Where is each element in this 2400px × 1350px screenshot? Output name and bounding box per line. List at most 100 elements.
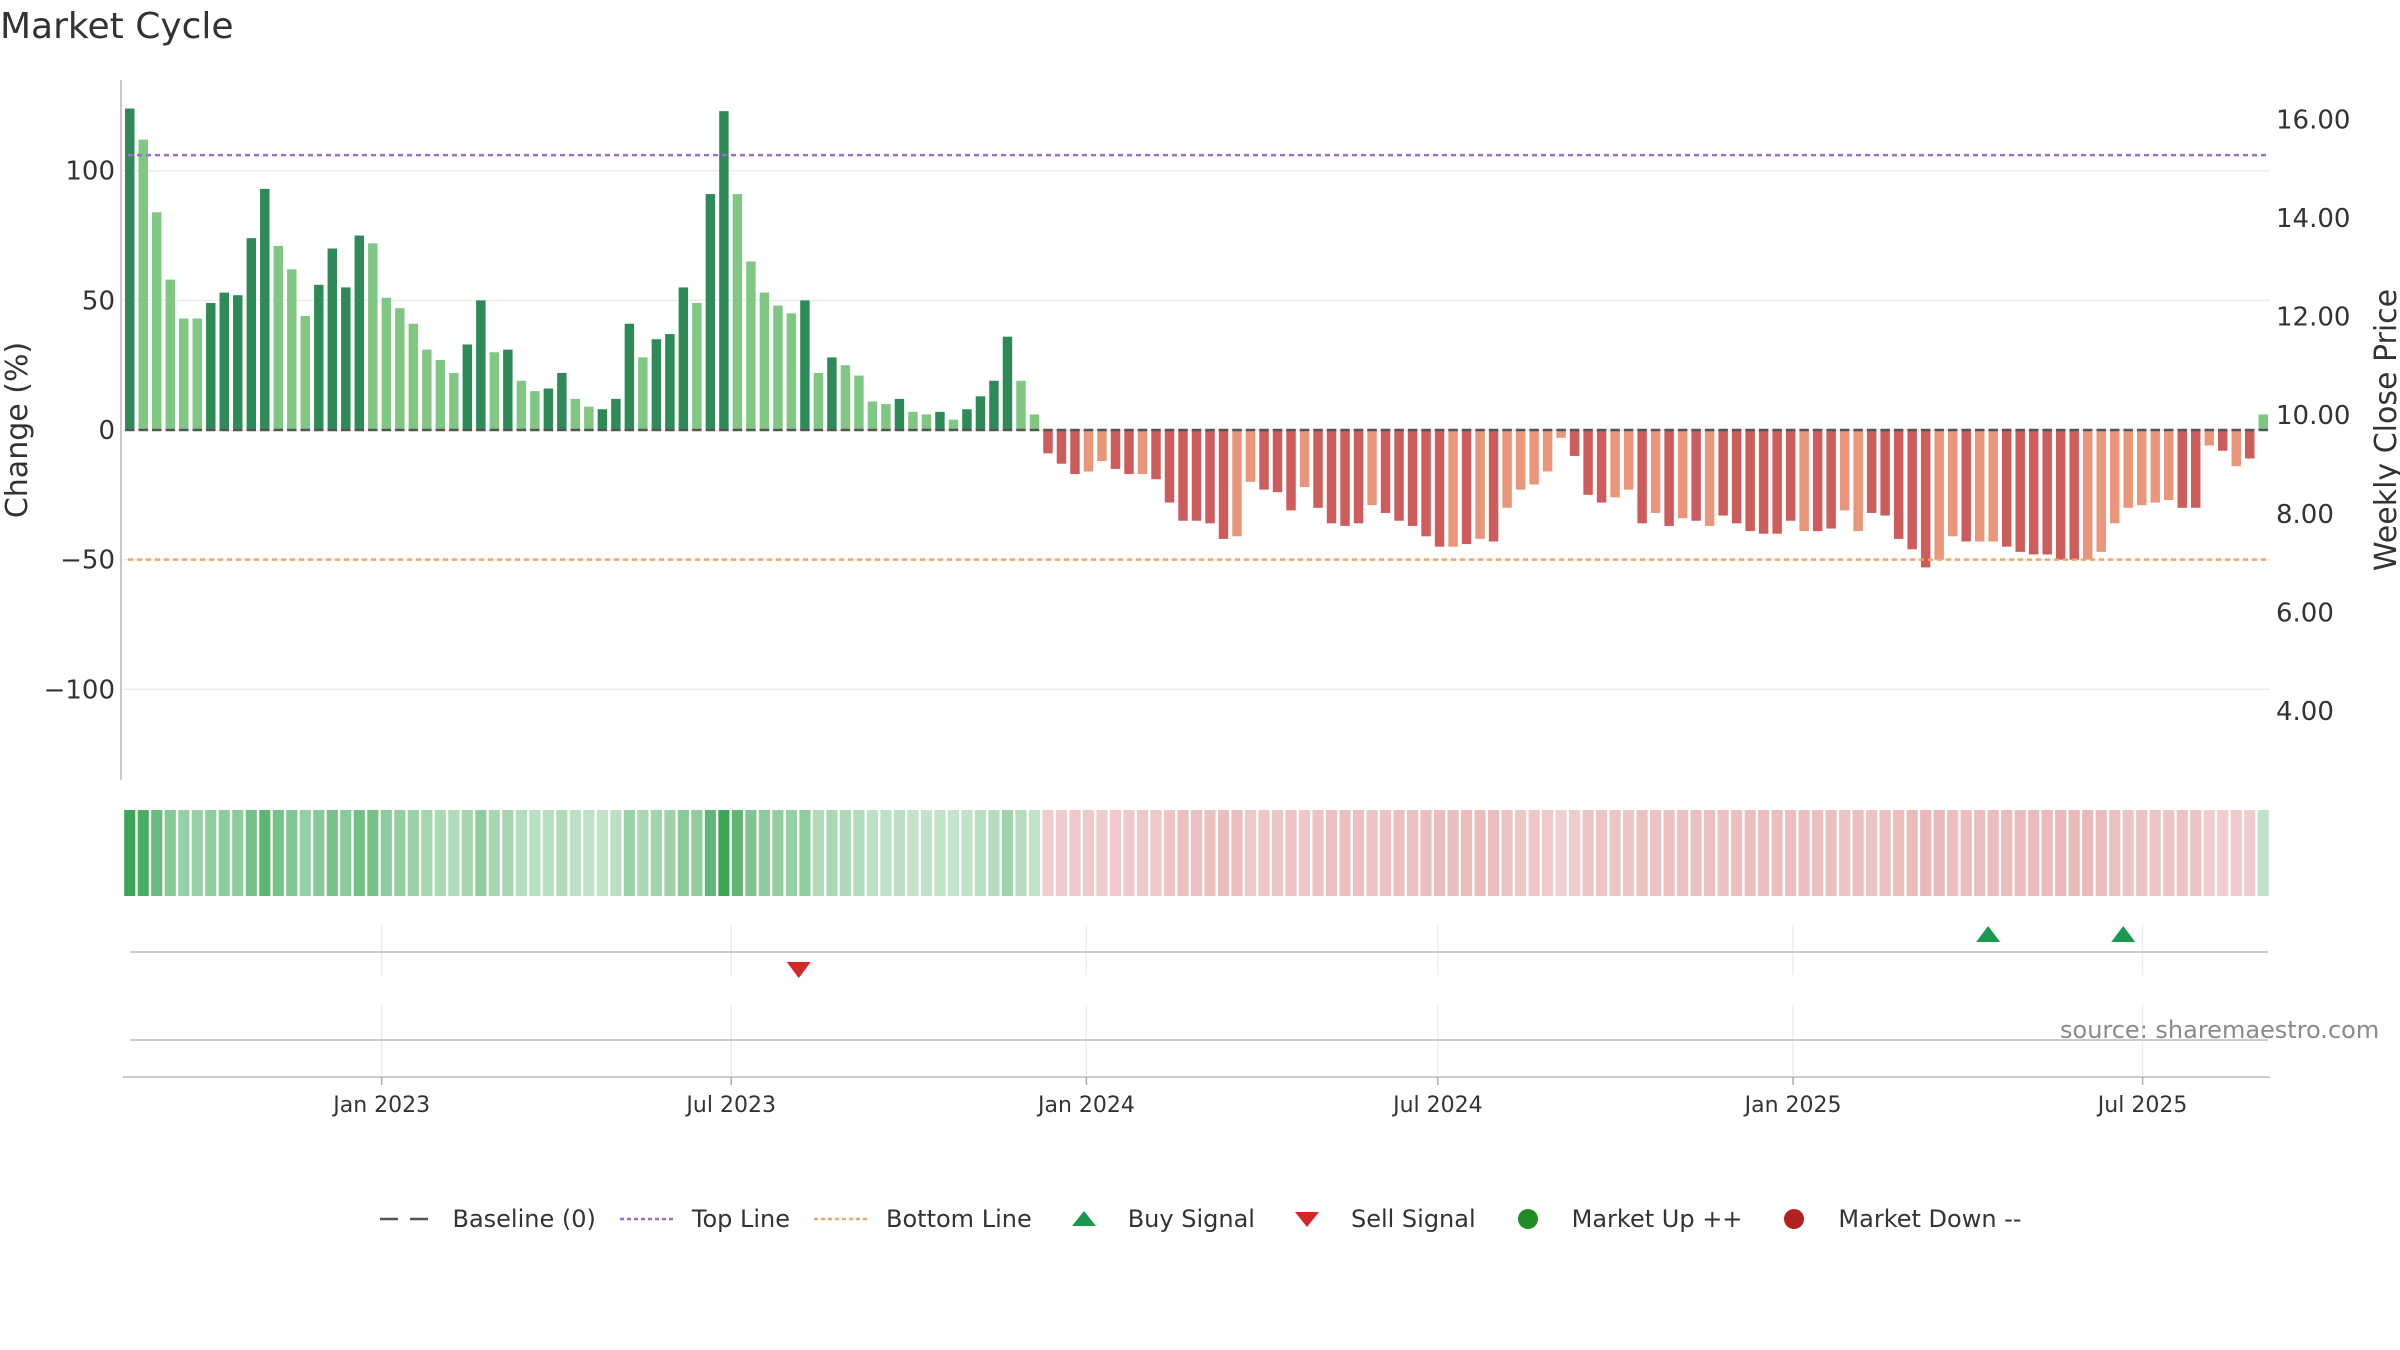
dotted-line-icon bbox=[619, 1217, 676, 1221]
heat-cell bbox=[961, 810, 973, 896]
change-bar bbox=[786, 313, 797, 430]
change-bar bbox=[1313, 430, 1323, 508]
change-bar bbox=[543, 388, 554, 430]
change-bar bbox=[1785, 430, 1796, 521]
change-bar bbox=[1947, 430, 1958, 537]
heat-cell bbox=[691, 810, 703, 896]
change-bar bbox=[2218, 430, 2228, 451]
heat-cell bbox=[1190, 810, 1203, 896]
change-bar bbox=[462, 344, 473, 430]
change-bar bbox=[1920, 430, 1931, 568]
dotted-line-icon bbox=[814, 1217, 871, 1221]
change-bar bbox=[962, 409, 972, 430]
heat-cell bbox=[2055, 810, 2067, 896]
heat-cell bbox=[1082, 810, 1095, 896]
heat-cell bbox=[1623, 810, 1635, 896]
heat-cell bbox=[2001, 810, 2013, 896]
change-bar bbox=[1596, 430, 1607, 503]
change-bar bbox=[1353, 430, 1364, 524]
change-bar bbox=[354, 235, 365, 430]
heat-cell bbox=[1298, 810, 1311, 896]
change-bar bbox=[1974, 430, 1985, 542]
change-bar bbox=[1016, 380, 1026, 430]
change-bar bbox=[1151, 430, 1161, 480]
heat-cell bbox=[1717, 810, 1729, 896]
change-bar bbox=[1043, 430, 1053, 454]
change-bar bbox=[773, 305, 783, 430]
change-bar bbox=[800, 300, 810, 430]
change-bar bbox=[1299, 430, 1310, 488]
change-bar bbox=[2123, 430, 2133, 508]
change-bar bbox=[1542, 430, 1553, 472]
change-bar bbox=[489, 352, 500, 430]
heat-cell bbox=[340, 810, 352, 896]
heat-cell bbox=[853, 810, 865, 896]
change-bar bbox=[1502, 430, 1512, 508]
heat-cell bbox=[1704, 810, 1716, 896]
change-bar bbox=[341, 287, 351, 430]
change-bars bbox=[125, 108, 2268, 568]
y2-tick-label: 10.00 bbox=[2276, 401, 2350, 431]
change-bar bbox=[2028, 430, 2039, 555]
heat-cell bbox=[326, 810, 338, 896]
change-bar bbox=[584, 406, 594, 430]
heat-cell bbox=[2068, 810, 2080, 896]
change-bar bbox=[327, 248, 338, 430]
change-bar bbox=[1259, 430, 1269, 490]
change-bar bbox=[1340, 430, 1350, 526]
change-bar bbox=[1866, 430, 1877, 513]
heat-cell bbox=[151, 810, 163, 896]
heat-cell bbox=[1528, 810, 1540, 896]
change-bar bbox=[1758, 430, 1769, 534]
heat-cell bbox=[974, 810, 987, 896]
change-bar bbox=[894, 398, 905, 430]
y-tick-label: 0 bbox=[98, 416, 115, 446]
y2-axis-title: Weekly Close Price bbox=[2369, 289, 2400, 571]
heat-cell bbox=[1609, 810, 1621, 896]
heat-cell bbox=[1123, 810, 1135, 896]
x-tick-label: Jul 2023 bbox=[684, 1093, 776, 1118]
legend-label: Baseline (0) bbox=[452, 1205, 596, 1233]
heat-cell bbox=[245, 810, 257, 896]
change-bar bbox=[1826, 430, 1836, 529]
change-bar bbox=[1083, 430, 1094, 472]
y-tick-label: 50 bbox=[82, 286, 115, 316]
heat-cell bbox=[907, 810, 919, 896]
change-bar bbox=[921, 414, 932, 430]
change-bar bbox=[1731, 430, 1742, 524]
heat-cell bbox=[2082, 810, 2094, 896]
dash-line-icon bbox=[380, 1217, 437, 1221]
heat-cell bbox=[556, 810, 568, 896]
heat-cell bbox=[1569, 810, 1581, 896]
heat-cell bbox=[1461, 810, 1473, 896]
change-bar bbox=[2231, 430, 2241, 467]
change-bar bbox=[1326, 430, 1337, 524]
change-bar bbox=[1907, 430, 1917, 550]
heat-cell bbox=[232, 810, 244, 896]
heat-cell bbox=[2176, 810, 2188, 896]
heat-cell bbox=[772, 810, 784, 896]
change-bar bbox=[1853, 430, 1863, 532]
change-bar bbox=[1529, 430, 1539, 485]
change-bar bbox=[273, 245, 284, 430]
change-bar bbox=[125, 108, 135, 430]
circle-icon bbox=[1784, 1209, 1805, 1229]
heat-cell bbox=[2190, 810, 2202, 896]
heat-cell bbox=[1866, 810, 1878, 896]
change-bar bbox=[1610, 430, 1620, 498]
change-bar bbox=[557, 372, 567, 430]
heat-cell bbox=[1488, 810, 1500, 896]
heat-cell bbox=[1798, 810, 1810, 896]
triangle-down-icon bbox=[1294, 1212, 1319, 1227]
change-bar bbox=[611, 398, 621, 430]
heat-cell bbox=[664, 810, 676, 896]
heat-cell bbox=[839, 810, 851, 896]
heat-cell bbox=[1974, 810, 1986, 896]
change-bar bbox=[1488, 430, 1499, 542]
change-bar bbox=[1556, 430, 1566, 438]
change-bar bbox=[651, 339, 662, 430]
change-bar bbox=[2177, 430, 2187, 508]
heat-cell bbox=[2203, 810, 2215, 896]
heat-cell bbox=[1177, 810, 1189, 896]
source-note: source: sharemaestro.com bbox=[2060, 1016, 2380, 1044]
